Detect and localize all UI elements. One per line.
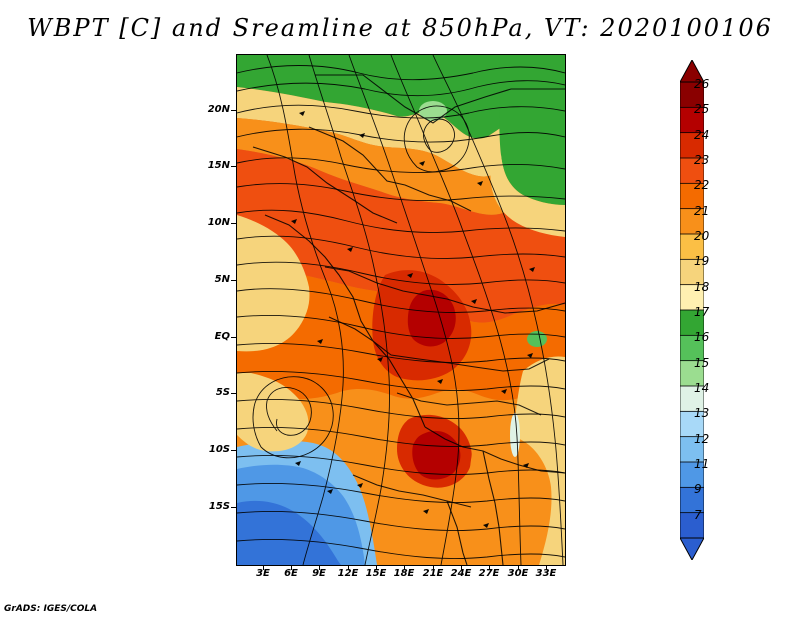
y-label-10n: 10N [207, 217, 230, 228]
colorbar-swatch [680, 106, 704, 134]
colorbar-label: 11 [694, 457, 710, 471]
x-label-6e: 6E [284, 568, 298, 579]
map-panel [236, 54, 566, 566]
colorbar-label: 20 [694, 229, 710, 243]
y-tick-15n [231, 166, 236, 167]
colorbar-swatch [680, 486, 704, 514]
y-label-eq: EQ [214, 331, 230, 342]
colorbar-label: 9 [694, 482, 702, 497]
x-tick-24e [461, 565, 462, 570]
colorbar-label: 19 [694, 254, 710, 269]
chart-title: WBPT [C] and Sreamline at 850hPa, VT: 20… [27, 14, 773, 42]
colorbar-swatch [680, 233, 704, 261]
colorbar-swatch [680, 385, 704, 413]
x-tick-30e [518, 565, 519, 570]
y-tick-5n [231, 280, 236, 281]
colorbar-label: 7 [694, 507, 702, 522]
colorbar-label: 23 [694, 153, 710, 167]
colorbar-swatch [680, 334, 704, 362]
y-label-15s: 15S [208, 501, 230, 512]
y-tick-15s [231, 507, 236, 508]
y-label-20n: 20N [207, 104, 230, 115]
x-label-9e: 9E [312, 568, 326, 579]
colorbar-swatch [680, 132, 704, 159]
colorbar-label: 16 [694, 330, 710, 345]
x-tick-9e [319, 565, 320, 570]
x-label-27e: 27E [478, 568, 500, 579]
colorbar [670, 60, 770, 560]
colorbar-swatch [680, 512, 704, 539]
x-label-15e: 15E [365, 568, 387, 579]
x-tick-15e [376, 565, 377, 570]
colorbar-label: 18 [694, 279, 710, 294]
colorbar-label: 22 [694, 178, 710, 193]
colorbar-label: 24 [694, 127, 710, 142]
colorbar-label: 15 [694, 355, 710, 370]
y-tick-eq [231, 337, 236, 338]
x-tick-21e [433, 565, 434, 570]
footer-credit: GrADS: IGES/COLA [4, 604, 98, 614]
colorbar-label: 13 [694, 406, 710, 421]
colorbar-label: 26 [694, 77, 710, 91]
x-label-24e: 24E [450, 568, 472, 579]
colorbar-label: 17 [694, 305, 710, 319]
x-label-30e: 30E [507, 568, 529, 579]
y-label-5s: 5S [215, 387, 230, 398]
colorbar-label: 12 [694, 431, 710, 446]
y-tick-10n [231, 223, 236, 224]
x-label-3e: 3E [256, 568, 270, 579]
colorbar-swatch [680, 182, 704, 210]
colorbar-swatch [680, 81, 704, 109]
y-tick-5s [231, 393, 236, 394]
x-tick-33e [546, 565, 547, 570]
x-label-33e: 33E [535, 568, 557, 579]
y-label-10s: 10S [208, 444, 230, 455]
x-label-21e: 21E [422, 568, 444, 579]
x-label-18e: 18E [393, 568, 415, 579]
y-label-15n: 15N [207, 160, 230, 171]
x-tick-12e [348, 565, 349, 570]
wbpt-map [237, 55, 565, 565]
y-tick-10s [231, 450, 236, 451]
x-tick-3e [263, 565, 264, 570]
x-label-12e: 12E [337, 568, 359, 579]
colorbar-graphic [680, 60, 704, 560]
y-label-5n: 5N [214, 274, 230, 285]
colorbar-label: 25 [694, 102, 710, 117]
y-tick-20n [231, 110, 236, 111]
x-tick-18e [404, 565, 405, 570]
x-tick-6e [291, 565, 292, 570]
colorbar-label: 14 [694, 381, 710, 395]
colorbar-label: 21 [694, 203, 710, 218]
x-tick-27e [489, 565, 490, 570]
